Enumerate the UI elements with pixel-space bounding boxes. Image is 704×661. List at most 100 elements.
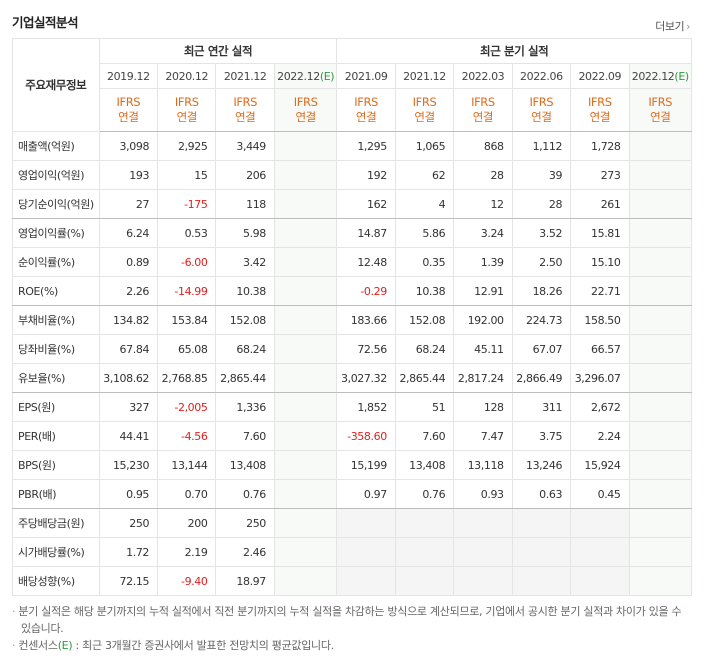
value-cell: 250 (215, 508, 275, 538)
period-label: 2022.06 (520, 69, 563, 83)
basis: IFRS 연결 (273, 88, 338, 132)
empty-cell (453, 537, 513, 567)
scope: 연결 (234, 110, 256, 124)
empty-cell (628, 305, 692, 335)
period: 2022.12(E) (628, 63, 692, 89)
basis-row: IFRS 연결 IFRS 연결 IFRS 연결 IFRS 연결 IFRS 연결 IFRS 연결 IFRS… (13, 88, 692, 132)
empty-cell (511, 566, 572, 596)
value-cell: 7.60 (215, 421, 275, 451)
basis: IFRS 연결 (215, 88, 275, 132)
row-label: 당기순이익(억원) (12, 189, 100, 219)
empty-cell (570, 508, 630, 538)
value-cell: 0.95 (98, 479, 159, 509)
scope: 연결 (295, 110, 316, 124)
data-row: 유보율(%) 3,108.62 2,768.85 2,865.44 3,027.32 2,… (12, 363, 692, 393)
data-row: BPS(원) 15,230 13,144 13,408 15,199 13,408 13,1… (12, 450, 692, 480)
value-cell: 13,408 (215, 450, 275, 480)
basis: IFRS 연결 (570, 88, 630, 132)
value-cell: 3.75 (511, 421, 572, 451)
empty-cell (628, 276, 692, 306)
value-cell: 66.57 (570, 334, 630, 364)
value-cell: 13,408 (394, 450, 455, 480)
value-cell: 65.08 (157, 334, 217, 364)
more-link[interactable]: 더보기 (655, 18, 690, 34)
empty-cell (394, 566, 455, 596)
value-cell: 2,817.24 (453, 363, 513, 393)
data-row: EPS(원) 327 -2,005 1,336 1,852 51 128 311 2,672 (12, 392, 692, 422)
empty-cell (628, 363, 692, 393)
row-label: EPS(원) (12, 392, 100, 422)
value-cell: 152.08 (394, 305, 455, 335)
scope: 연결 (650, 110, 671, 124)
period-label: 2022.12 (277, 69, 320, 83)
group-label: 최근 분기 실적 (336, 38, 692, 64)
scope: 연결 (589, 110, 611, 124)
standard: IFRS (116, 95, 141, 109)
value-cell: 22.71 (570, 276, 630, 306)
empty-cell (628, 189, 692, 219)
empty-cell (273, 276, 338, 306)
value-cell: 250 (98, 508, 159, 538)
value-cell: 183.66 (336, 305, 396, 335)
value-cell: 1.39 (453, 247, 513, 277)
row-label: 주당배당금(원) (12, 508, 100, 538)
empty-cell (273, 305, 338, 335)
standard: IFRS (354, 95, 378, 109)
scope: 연결 (118, 110, 139, 124)
empty-cell (273, 508, 338, 538)
row-label: 배당성향(%) (12, 566, 100, 596)
value-cell: 3.42 (215, 247, 275, 277)
value-cell: 2,865.44 (215, 363, 275, 393)
value-cell: 4 (394, 189, 455, 219)
note: · 컨센서스(E) : 최근 3개월간 증권사에서 발표한 전망치의 평균값입니… (12, 637, 682, 654)
value-cell: 5.86 (394, 218, 455, 248)
value-cell: 134.82 (98, 305, 159, 335)
row-label: BPS(원) (12, 450, 100, 480)
value-cell: 28 (511, 189, 572, 219)
period-label: 2022.03 (461, 69, 505, 83)
row-label: 영업이익(억원) (12, 160, 100, 190)
empty-cell (628, 160, 692, 190)
basis: IFRS 연결 (336, 88, 396, 132)
value-cell: 2.26 (98, 276, 159, 306)
note-text: 분기 실적은 해당 분기까지의 누적 실적에서 직전 분기까지의 누적 실적을 … (18, 605, 682, 635)
scope: 연결 (355, 110, 377, 124)
value-cell: 13,118 (453, 450, 513, 480)
empty-cell (273, 247, 338, 277)
row-label: 시가배당률(%) (12, 537, 100, 567)
value-cell: 224.73 (511, 305, 572, 335)
value-cell: 261 (570, 189, 630, 219)
value-cell: 0.45 (570, 479, 630, 509)
value-cell: 3,108.62 (98, 363, 159, 393)
value-cell: 2,865.44 (394, 363, 455, 393)
value-cell: -14.99 (157, 276, 217, 306)
value-cell: 868 (453, 131, 513, 161)
row-label: 순이익률(%) (12, 247, 100, 277)
data-row: 영업이익(억원) 193 15 206 192 62 28 39 273 (12, 160, 692, 190)
value-cell: 192.00 (453, 305, 513, 335)
value-cell: 2.46 (215, 537, 275, 567)
data-row: 당좌비율(%) 67.84 65.08 68.24 72.56 68.24 45.11 67.… (12, 334, 692, 364)
value-cell: 3.52 (511, 218, 572, 248)
empty-cell (273, 421, 338, 451)
standard: IFRS (174, 95, 199, 109)
standard: IFRS (412, 95, 437, 109)
empty-cell (273, 450, 338, 480)
value-cell: 192 (336, 160, 396, 190)
empty-cell (394, 537, 455, 567)
empty-cell (273, 392, 338, 422)
value-cell: -175 (157, 189, 217, 219)
value-cell: 1,065 (394, 131, 455, 161)
value-cell: 18.26 (511, 276, 572, 306)
value-cell: 7.60 (394, 421, 455, 451)
row-label: PER(배) (12, 421, 100, 451)
basis: IFRS 연결 (394, 88, 455, 132)
value-cell: 0.53 (157, 218, 217, 248)
period-label: 2021.12 (403, 69, 446, 83)
period: 2022.12(E) (273, 63, 338, 89)
head-label: 주요재무정보 (12, 38, 100, 132)
notes: · 분기 실적은 해당 분기까지의 누적 실적에서 직전 분기까지의 누적 실적… (12, 603, 682, 654)
value-cell: 10.38 (394, 276, 455, 306)
value-cell: 200 (157, 508, 217, 538)
value-cell: 2,925 (157, 131, 217, 161)
